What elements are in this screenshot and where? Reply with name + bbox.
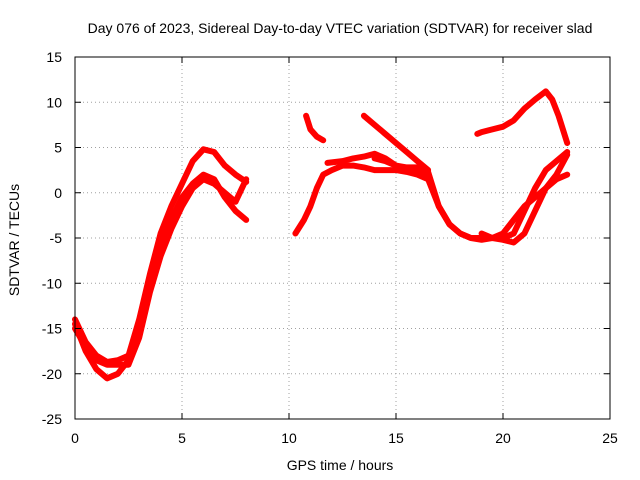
y-tick-label: -25 <box>42 411 62 427</box>
y-tick-label: 0 <box>54 185 62 201</box>
series-line-trace-j <box>478 149 571 241</box>
y-tick-label: -10 <box>42 275 62 291</box>
series-line-trace-d <box>292 162 571 243</box>
y-tick-label: 5 <box>54 140 62 156</box>
x-tick-label: 10 <box>281 430 297 446</box>
series-line-trace-f <box>303 112 327 144</box>
chart-title: Day 076 of 2023, Sidereal Day-to-day VTE… <box>88 20 593 36</box>
x-axis-label: GPS time / hours <box>287 457 394 473</box>
y-tick-label: 15 <box>46 49 62 65</box>
x-tick-label: 5 <box>178 430 186 446</box>
y-tick-label: -5 <box>50 230 63 246</box>
x-tick-label: 25 <box>602 430 618 446</box>
axis-ticks: 0 5 10 15 20 25 -25 -20 -15 -10 -5 0 5 10 15 <box>42 49 618 446</box>
x-tick-label: 20 <box>495 430 511 446</box>
x-tick-label: 0 <box>71 430 79 446</box>
y-axis-label: SDTVAR / TECUs <box>6 184 22 296</box>
series-line-trace-i <box>474 88 571 146</box>
series-line-trace-c <box>72 176 250 368</box>
y-tick-label: -15 <box>42 321 62 337</box>
y-tick-label: 10 <box>46 94 62 110</box>
series-line-trace-a <box>72 146 250 365</box>
y-tick-label: -20 <box>42 366 62 382</box>
series-line-trace-h <box>371 155 432 178</box>
series-layer <box>72 88 571 382</box>
series-line-trace-e <box>324 150 571 246</box>
series-line-trace-g <box>360 112 432 174</box>
x-tick-label: 15 <box>388 430 404 446</box>
